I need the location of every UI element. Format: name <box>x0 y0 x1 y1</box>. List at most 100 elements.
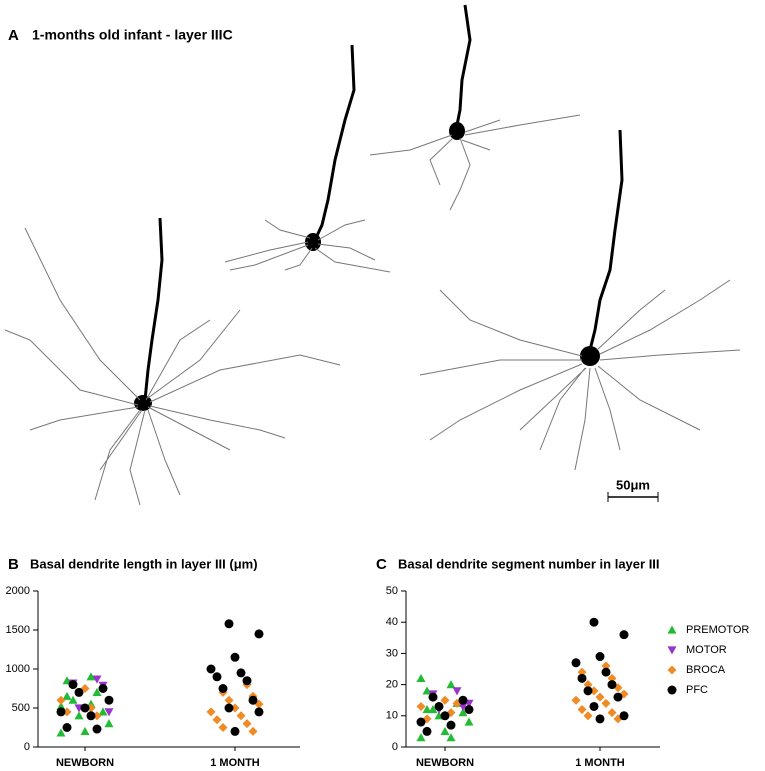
point <box>104 719 114 728</box>
point <box>601 698 611 708</box>
point <box>98 707 108 716</box>
point <box>92 724 102 734</box>
point <box>458 708 468 717</box>
point <box>428 705 438 714</box>
point <box>56 707 66 717</box>
chart-title: Basal dendrite length in layer III (μm) <box>30 556 258 571</box>
point <box>62 723 72 732</box>
legend-label: PREMOTOR <box>686 624 749 636</box>
point <box>86 672 96 681</box>
point <box>595 714 605 724</box>
point <box>254 629 264 639</box>
y-tick-label: 1000 <box>6 663 30 675</box>
point <box>601 661 611 671</box>
legend-label: MOTOR <box>686 644 727 656</box>
point <box>595 652 605 662</box>
point <box>104 695 114 705</box>
point <box>607 708 617 718</box>
y-tick-label: 1500 <box>6 624 30 636</box>
point <box>218 723 228 732</box>
x-tick-label: NEWBORN <box>56 757 114 769</box>
point <box>667 646 677 655</box>
point <box>212 715 222 725</box>
point <box>416 733 426 742</box>
point <box>422 705 432 714</box>
point <box>464 717 474 726</box>
point <box>80 726 90 735</box>
point <box>212 672 222 682</box>
point <box>68 695 78 704</box>
y-tick-label: 0 <box>24 741 30 753</box>
point <box>440 695 450 705</box>
point <box>601 667 611 677</box>
point <box>619 711 629 721</box>
point <box>206 664 216 674</box>
point <box>56 728 66 737</box>
point <box>416 717 426 727</box>
point <box>92 687 102 696</box>
point <box>416 701 426 711</box>
point <box>607 680 617 690</box>
panel-label: A <box>8 27 19 44</box>
point <box>68 680 78 690</box>
y-tick-label: 500 <box>12 702 30 714</box>
point <box>452 687 462 696</box>
point <box>80 703 90 713</box>
point <box>422 686 432 695</box>
point <box>589 617 599 627</box>
point <box>206 707 216 717</box>
point <box>583 711 593 721</box>
point <box>577 673 587 683</box>
point <box>254 707 264 717</box>
point <box>595 692 605 702</box>
point <box>248 695 258 705</box>
point <box>571 658 581 668</box>
point <box>242 719 252 729</box>
point <box>446 680 456 689</box>
panel-title: 1-months old infant - layer IIIC <box>32 27 233 43</box>
point <box>619 630 629 640</box>
point <box>613 692 623 702</box>
y-tick-label: 40 <box>386 616 398 628</box>
y-tick-label: 50 <box>386 585 398 597</box>
point <box>56 695 66 705</box>
point <box>440 711 450 721</box>
point <box>218 684 228 693</box>
point <box>236 711 246 721</box>
point <box>446 733 456 742</box>
point <box>583 686 593 696</box>
point <box>458 702 468 711</box>
point <box>667 685 677 695</box>
scale-bar-label: 50μm <box>616 477 650 492</box>
point <box>571 695 581 705</box>
legend-label: PFC <box>686 684 708 696</box>
point <box>458 695 468 705</box>
y-tick-label: 2000 <box>6 585 30 597</box>
y-tick-label: 20 <box>386 679 398 691</box>
point <box>583 680 593 690</box>
chart-title: Basal dendrite segment number in layer I… <box>398 556 660 571</box>
point <box>230 726 240 736</box>
point <box>464 705 474 715</box>
legend-label: BROCA <box>686 664 726 676</box>
y-tick-label: 30 <box>386 647 398 659</box>
point <box>74 687 84 697</box>
point <box>607 673 617 683</box>
point <box>86 711 96 721</box>
y-tick-label: 0 <box>392 741 398 753</box>
point <box>434 701 444 711</box>
panel-label: B <box>8 556 19 573</box>
point <box>422 726 432 736</box>
x-tick-label: 1 MONTH <box>210 757 260 769</box>
point <box>242 676 252 686</box>
y-tick-label: 10 <box>386 710 398 722</box>
point <box>577 705 587 715</box>
point <box>416 673 426 682</box>
point <box>248 726 258 736</box>
point <box>236 668 246 678</box>
point <box>428 692 438 702</box>
point <box>667 665 677 675</box>
point <box>74 711 84 720</box>
point <box>577 667 587 677</box>
